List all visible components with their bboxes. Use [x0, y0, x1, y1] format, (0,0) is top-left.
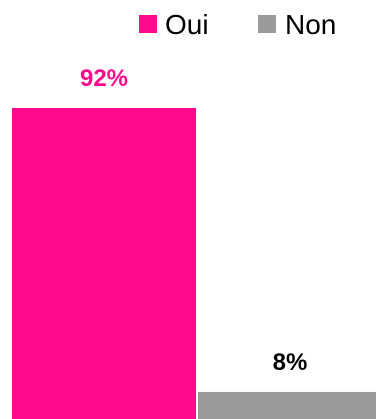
data-labels-group: 92% 8% — [80, 65, 307, 376]
bar-oui — [12, 108, 196, 419]
bars-group — [12, 108, 376, 419]
data-label-oui: 92% — [80, 65, 128, 92]
legend: Oui Non — [139, 9, 336, 40]
legend-swatch-oui — [139, 15, 157, 33]
data-label-non: 8% — [273, 349, 308, 376]
legend-label-oui: Oui — [165, 9, 209, 40]
legend-swatch-non — [258, 15, 276, 33]
bar-non — [198, 391, 376, 419]
legend-label-non: Non — [285, 9, 336, 40]
